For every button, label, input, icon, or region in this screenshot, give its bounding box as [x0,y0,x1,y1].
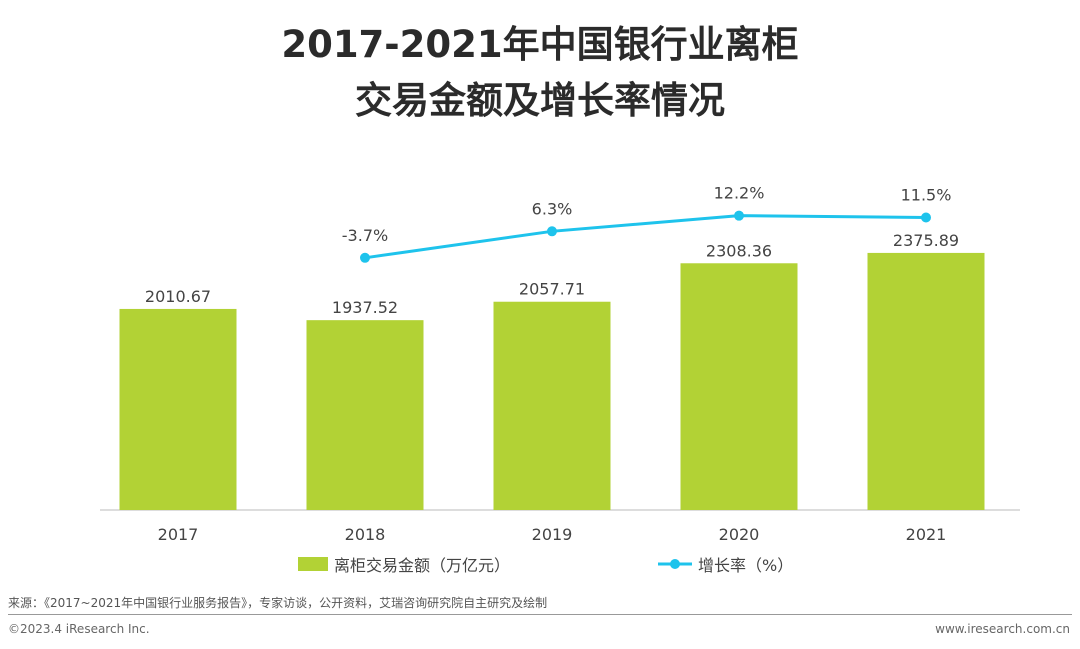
legend-item-line: 增长率（%） [658,552,793,576]
legend-swatch-bar [298,557,328,571]
growth-label-2018: -3.7% [342,226,388,245]
bar-label-2021: 2375.89 [893,231,959,250]
bar-label-2020: 2308.36 [706,241,772,260]
bar-label-2018: 1937.52 [332,298,398,317]
bar-2020 [680,263,798,510]
growth-label-2021: 11.5% [901,186,952,205]
chart-plot: 2010.67 2017 1937.52 2018 2057.71 2019 2308.36… [100,184,1020,544]
copyright: ©2023.4 iResearch Inc. [8,622,150,636]
website-link[interactable]: www.iresearch.com.cn [935,622,1070,636]
growth-point-2021 [921,212,931,223]
growth-line [364,214,927,260]
bar-label-2019: 2057.71 [519,280,585,299]
x-tick-2017: 2017 [158,525,199,544]
bar-label-2017: 2010.67 [145,287,211,306]
growth-point-2020 [734,210,744,221]
bar-2021 [867,252,985,511]
bar-2017 [119,308,237,510]
x-tick-2019: 2019 [532,525,573,544]
x-tick-2020: 2020 [719,525,760,544]
legend-label-bar: 离柜交易金额（万亿元） [334,556,511,575]
x-tick-2018: 2018 [345,525,386,544]
growth-point-2019 [547,226,557,237]
legend-swatch-line [658,559,692,569]
bar-2019 [493,301,611,510]
legend-label-line: 增长率（%） [698,556,794,575]
chart-title-line1: 2017-2021年中国银行业离柜 [281,23,799,66]
bar-2018 [306,320,424,510]
chart-title-line2: 交易金额及增长率情况 [355,79,725,122]
legend-item-bar: 离柜交易金额（万亿元） [298,552,510,576]
footer-divider [8,614,1072,615]
x-tick-2021: 2021 [906,525,947,544]
growth-label-2020: 12.2% [714,184,765,203]
source-note: 来源：《2017~2021年中国银行业服务报告》，专家访谈，公开资料，艾瑞咨询研… [8,596,548,610]
growth-point-2018 [360,252,370,263]
growth-label-2019: 6.3% [532,199,573,218]
